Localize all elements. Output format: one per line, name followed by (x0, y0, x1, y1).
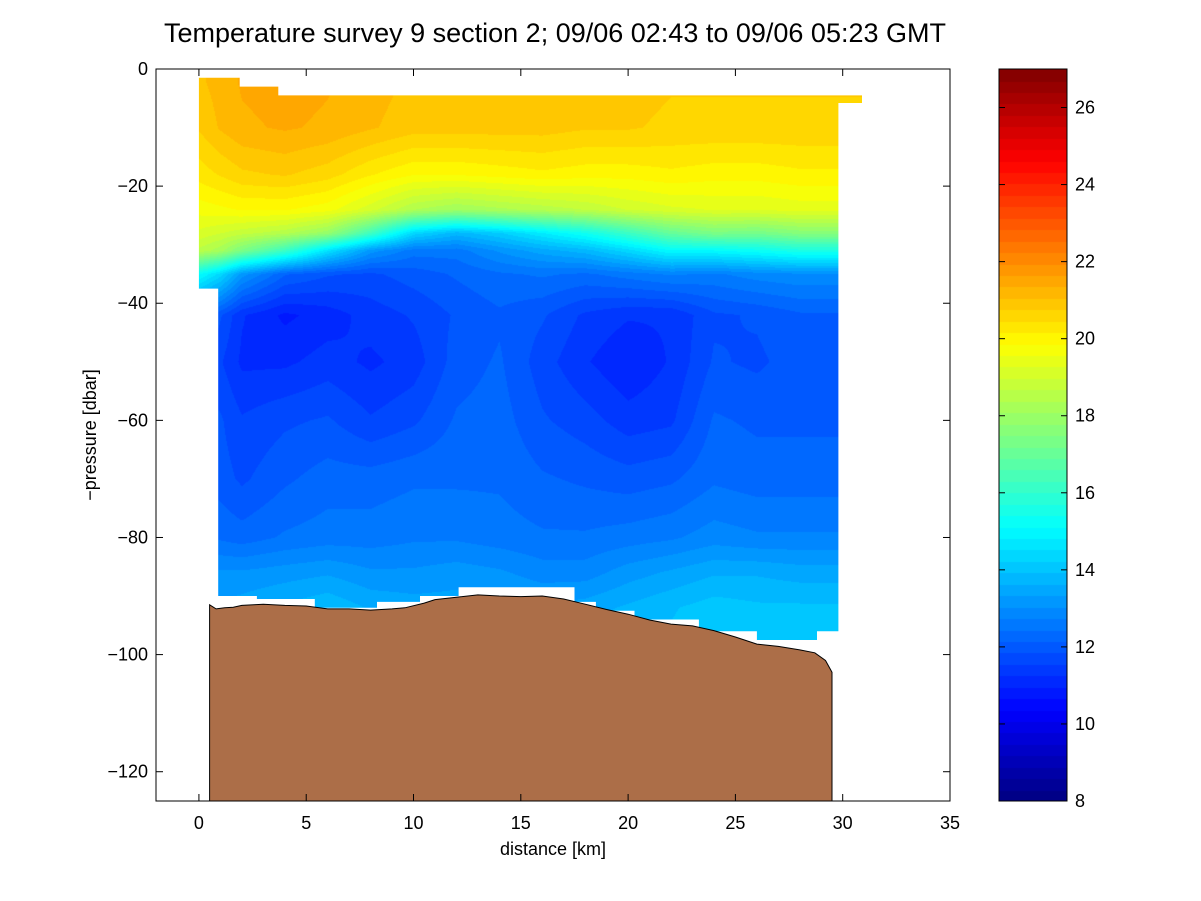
colorbar-tick-label: 22 (1075, 252, 1095, 272)
colorbar: 8 10 12 14 16 18 20 22 24 26 (998, 68, 1095, 811)
x-tick-label: 15 (511, 813, 531, 833)
x-tick-label: 0 (194, 813, 204, 833)
y-tick-label: −100 (107, 645, 148, 665)
x-tick-label: 20 (618, 813, 638, 833)
colorbar-tick-label: 8 (1075, 791, 1085, 811)
colorbar-tick-label: 12 (1075, 637, 1095, 657)
y-tick-label: −20 (117, 176, 148, 196)
colorbar-frame (998, 68, 1068, 802)
colorbar-tick-label: 24 (1075, 175, 1095, 195)
x-tick-label: 10 (403, 813, 423, 833)
y-tick-label: −80 (117, 527, 148, 547)
colorbar-tick-label: 26 (1075, 98, 1095, 118)
x-tick-label: 30 (833, 813, 853, 833)
y-tick-label: −120 (107, 762, 148, 782)
plot-area (198, 77, 862, 801)
x-tick-label: 35 (940, 813, 960, 833)
x-tick-label: 5 (301, 813, 311, 833)
colorbar-tick-label: 20 (1075, 329, 1095, 349)
colorbar-tick-label: 14 (1075, 560, 1095, 580)
y-axis-label: −pressure [dbar] (80, 369, 100, 501)
colorbar-tick-label: 16 (1075, 483, 1095, 503)
x-axis: 0 5 10 15 20 25 30 35 (194, 69, 960, 833)
colorbar-ticks: 8 10 12 14 16 18 20 22 24 26 (999, 98, 1095, 811)
plot-frame (155, 68, 951, 802)
x-tick-label: 25 (725, 813, 745, 833)
chart-title: Temperature survey 9 section 2; 09/06 02… (164, 18, 946, 48)
colorbar-tick-label: 18 (1075, 406, 1095, 426)
y-tick-label: −60 (117, 410, 148, 430)
colorbar-tick-label: 10 (1075, 714, 1095, 734)
y-tick-label: −40 (117, 293, 148, 313)
y-tick-label: 0 (138, 59, 148, 79)
temperature-field (198, 77, 862, 641)
x-axis-label: distance [km] (500, 839, 606, 859)
y-axis: 0 −20 −40 −60 −80 −100 −120 (107, 59, 950, 782)
seabed-area (209, 594, 833, 801)
